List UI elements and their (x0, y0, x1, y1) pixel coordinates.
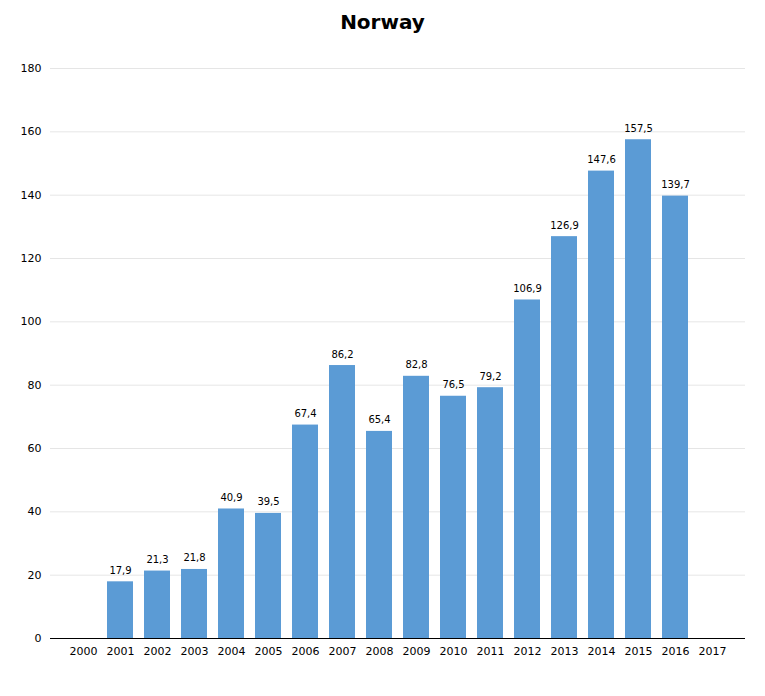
svg-text:2009: 2009 (403, 645, 431, 658)
svg-text:139,7: 139,7 (661, 179, 690, 190)
svg-text:67,4: 67,4 (294, 408, 316, 419)
svg-text:2001: 2001 (107, 645, 135, 658)
svg-text:17,9: 17,9 (109, 565, 131, 576)
svg-text:82,8: 82,8 (405, 359, 427, 370)
svg-text:39,5: 39,5 (257, 496, 279, 507)
svg-text:2008: 2008 (366, 645, 394, 658)
svg-text:0: 0 (35, 632, 42, 645)
svg-text:40: 40 (28, 505, 42, 518)
svg-text:20: 20 (28, 569, 42, 582)
svg-text:86,2: 86,2 (331, 349, 353, 360)
svg-text:40,9: 40,9 (220, 492, 242, 503)
svg-text:76,5: 76,5 (442, 379, 464, 390)
svg-text:60: 60 (28, 442, 42, 455)
svg-text:2012: 2012 (514, 645, 542, 658)
svg-text:2015: 2015 (625, 645, 653, 658)
svg-text:157,5: 157,5 (624, 123, 653, 134)
svg-text:126,9: 126,9 (550, 220, 579, 231)
svg-text:100: 100 (21, 315, 42, 328)
svg-text:2014: 2014 (588, 645, 616, 658)
svg-text:120: 120 (21, 252, 42, 265)
svg-text:2017: 2017 (699, 645, 727, 658)
svg-text:2013: 2013 (551, 645, 579, 658)
html-text:Norway: Norway (340, 10, 425, 34)
svg-text:2003: 2003 (181, 645, 209, 658)
svg-text:2006: 2006 (292, 645, 320, 658)
svg-text:2002: 2002 (144, 645, 172, 658)
svg-text:65,4: 65,4 (368, 414, 390, 425)
svg-text:79,2: 79,2 (479, 371, 501, 382)
svg-text:2005: 2005 (255, 645, 283, 658)
svg-text:140: 140 (21, 189, 42, 202)
svg-text:180: 180 (21, 62, 42, 75)
svg-text:21,3: 21,3 (146, 554, 168, 565)
svg-text:147,6: 147,6 (587, 154, 616, 165)
svg-text:2016: 2016 (662, 645, 690, 658)
svg-text:2010: 2010 (440, 645, 468, 658)
svg-text:2007: 2007 (329, 645, 357, 658)
svg-text:2000: 2000 (70, 645, 98, 658)
svg-text:80: 80 (28, 379, 42, 392)
svg-text:2011: 2011 (477, 645, 505, 658)
svg-text:2004: 2004 (218, 645, 246, 658)
svg-text:160: 160 (21, 125, 42, 138)
svg-text:106,9: 106,9 (513, 283, 542, 294)
svg-text:21,8: 21,8 (183, 552, 205, 563)
